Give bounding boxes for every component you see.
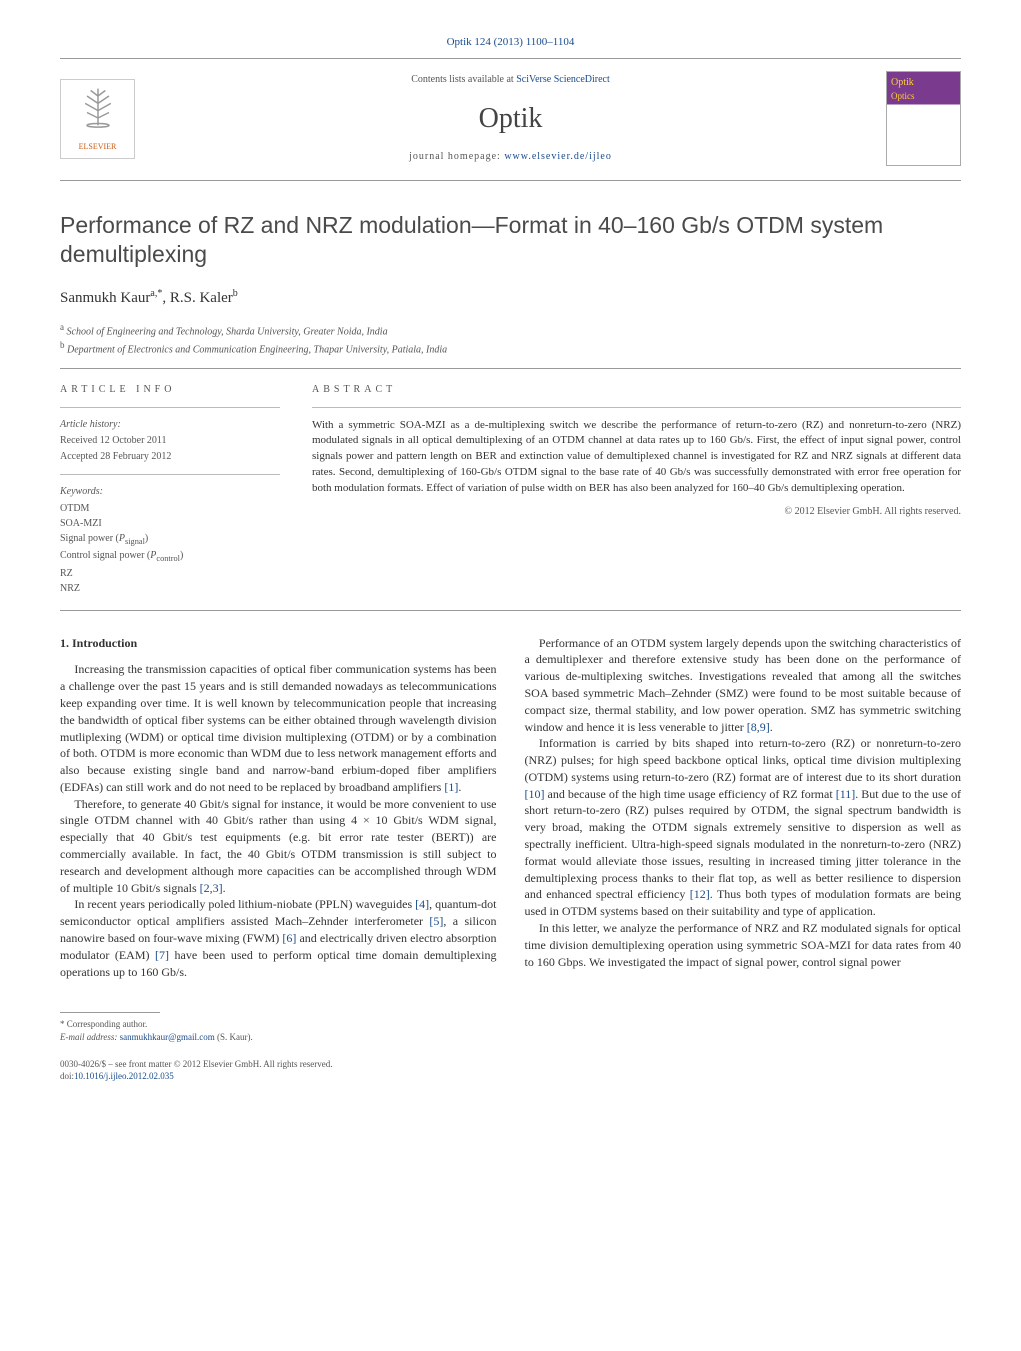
journal-cover-thumb: Optik Optics — [886, 71, 961, 166]
divider — [60, 58, 961, 59]
issn-line: 0030-4026/$ – see front matter © 2012 El… — [60, 1058, 961, 1071]
received-date: Received 12 October 2011 — [60, 434, 280, 448]
paragraph: Therefore, to generate 40 Gbit/s signal … — [60, 796, 497, 897]
abstract-copyright: © 2012 Elsevier GmbH. All rights reserve… — [312, 505, 961, 519]
citation-link[interactable]: Optik 124 (2013) 1100–1104 — [447, 36, 575, 48]
sciencedirect-link[interactable]: SciVerse ScienceDirect — [516, 74, 610, 85]
divider — [60, 474, 280, 475]
journal-banner: ELSEVIER Contents lists available at Sci… — [60, 63, 961, 174]
ref-link[interactable]: [7] — [155, 948, 169, 962]
tree-icon — [76, 85, 120, 141]
email-link[interactable]: sanmukhkaur@gmail.com — [120, 1032, 215, 1042]
footnote-rule — [60, 1012, 160, 1013]
accepted-date: Accepted 28 February 2012 — [60, 450, 280, 464]
homepage-line: journal homepage: www.elsevier.de/ijleo — [155, 150, 866, 164]
ref-link[interactable]: [1] — [444, 780, 458, 794]
keyword: SOA-MZI — [60, 516, 280, 531]
email-line: E-mail address: sanmukhkaur@gmail.com (S… — [60, 1031, 961, 1044]
homepage-link[interactable]: www.elsevier.de/ijleo — [504, 151, 612, 162]
author-list: Sanmukh Kaura,*, R.S. Kalerb — [60, 287, 961, 309]
doi-line: doi:10.1016/j.ijleo.2012.02.035 — [60, 1070, 961, 1083]
paragraph: Information is carried by bits shaped in… — [525, 735, 962, 920]
ref-link[interactable]: [11] — [836, 787, 856, 801]
keyword: OTDM — [60, 501, 280, 516]
keyword: Control signal power (Pcontrol) — [60, 548, 280, 565]
ref-link[interactable]: [8,9] — [747, 720, 770, 734]
article-info: ARTICLE INFO Article history: Received 1… — [60, 383, 280, 596]
paragraph: Increasing the transmission capacities o… — [60, 661, 497, 795]
divider — [312, 407, 961, 408]
running-head: Optik 124 (2013) 1100–1104 — [60, 35, 961, 50]
keyword: Signal power (Psignal) — [60, 531, 280, 548]
body-columns: 1. Introduction Increasing the transmiss… — [60, 635, 961, 981]
paragraph: In this letter, we analyze the performan… — [525, 920, 962, 970]
ref-link[interactable]: [4] — [415, 897, 429, 911]
doi-link[interactable]: 10.1016/j.ijleo.2012.02.035 — [74, 1071, 174, 1081]
ref-link[interactable]: [2,3] — [200, 881, 223, 895]
ref-link[interactable]: [12] — [690, 887, 710, 901]
publisher-logo: ELSEVIER — [60, 79, 135, 159]
paper-title: Performance of RZ and NRZ modulation—For… — [60, 211, 961, 269]
footnote-block: * Corresponding author. E-mail address: … — [60, 1004, 961, 1082]
affiliations: a School of Engineering and Technology, … — [60, 321, 961, 358]
keyword: RZ — [60, 566, 280, 581]
banner-center: Contents lists available at SciVerse Sci… — [135, 73, 886, 164]
paragraph: In recent years periodically poled lithi… — [60, 896, 497, 980]
ref-link[interactable]: [10] — [525, 787, 545, 801]
keywords-list: OTDM SOA-MZI Signal power (Psignal) Cont… — [60, 501, 280, 596]
history-label: Article history: — [60, 418, 280, 432]
author-1: Sanmukh Kaur — [60, 290, 150, 306]
divider — [60, 180, 961, 181]
paragraph: Performance of an OTDM system largely de… — [525, 635, 962, 736]
divider — [60, 407, 280, 408]
abstract: ABSTRACT With a symmetric SOA-MZI as a d… — [312, 383, 961, 596]
keyword: NRZ — [60, 581, 280, 596]
publisher-name: ELSEVIER — [79, 141, 117, 152]
keywords-label: Keywords: — [60, 485, 280, 499]
abstract-text: With a symmetric SOA-MZI as a de-multipl… — [312, 418, 961, 498]
ref-link[interactable]: [5] — [429, 914, 443, 928]
abstract-heading: ABSTRACT — [312, 383, 961, 397]
author-2: R.S. Kaler — [170, 290, 233, 306]
ref-link[interactable]: [6] — [282, 931, 296, 945]
contents-line: Contents lists available at SciVerse Sci… — [155, 73, 866, 87]
corresponding-author: * Corresponding author. — [60, 1018, 961, 1031]
journal-name: Optik — [155, 99, 866, 138]
section-heading-1: 1. Introduction — [60, 635, 497, 652]
article-info-heading: ARTICLE INFO — [60, 383, 280, 397]
